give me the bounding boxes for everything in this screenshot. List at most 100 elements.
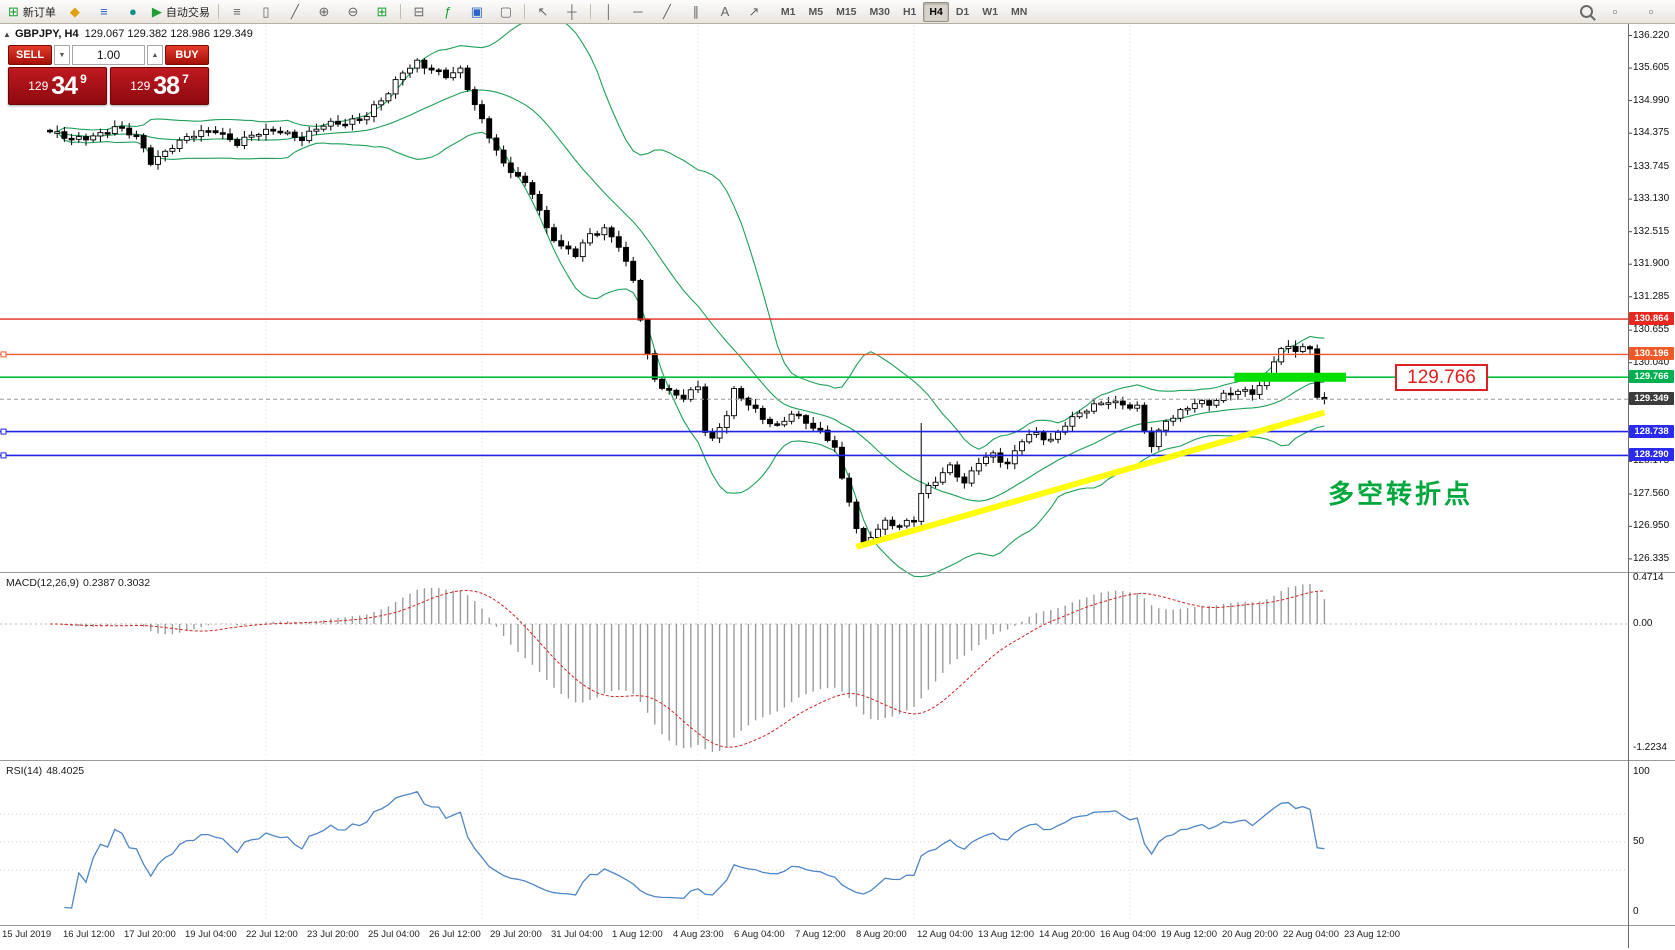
text-tool-button[interactable]: A [711, 1, 739, 23]
buy-price-prefix: 129 [130, 79, 151, 93]
sell-price-big: 34 [51, 71, 78, 100]
price-tick: 133.130 [1633, 193, 1670, 205]
time-axis-label: 1 Aug 12:00 [612, 929, 663, 940]
time-axis-label: 6 Aug 04:00 [734, 929, 785, 940]
window-button-2[interactable]: ▫ [1637, 1, 1665, 23]
sell-button[interactable]: SELL [8, 45, 52, 65]
panel-separator[interactable] [0, 760, 1675, 761]
zoom-out-icon: ⊖ [347, 4, 359, 19]
templates-icon: ▢ [499, 4, 513, 19]
timeframe-h1[interactable]: H1 [902, 5, 917, 18]
time-axis-label: 26 Jul 12:00 [429, 929, 481, 940]
tile-windows-button[interactable]: ⊞ [368, 1, 396, 23]
toolbar-separator [589, 4, 591, 19]
crosshair-button[interactable]: ┼ [558, 1, 586, 23]
price-tick: 130.040 [1633, 356, 1670, 368]
main-toolbar: ⊞ 新订单 ◆ ≡ ● ▶ 自动交易 ≡ ▯ ╱ ⊕ ⊖ ⊞ ⊟ ƒ ▣ ▢ ↖… [0, 0, 1675, 24]
channel-button[interactable]: ∥ [682, 1, 710, 23]
zoom-in-button[interactable]: ⊕ [310, 1, 338, 23]
timeframe-m15[interactable]: M15 [836, 5, 857, 18]
buy-price-box[interactable]: 129 38 7 [110, 67, 209, 105]
arrows-tool-icon: ↗ [748, 4, 760, 19]
time-axis-label: 14 Aug 20:00 [1039, 929, 1095, 940]
timeframe-m1[interactable]: M1 [780, 5, 796, 18]
timeframe-mn[interactable]: MN [1011, 5, 1028, 18]
buy-price-big: 38 [153, 71, 180, 100]
price-chart-layer [0, 14, 1628, 578]
window-button-1[interactable]: ▫ [1601, 1, 1629, 23]
time-axis-label: 20 Aug 20:00 [1222, 929, 1278, 940]
tip-button[interactable]: ◆ [61, 1, 89, 23]
search-icon[interactable] [1580, 5, 1593, 18]
time-axis-label: 13 Aug 12:00 [978, 929, 1034, 940]
time-axis-label: 4 Aug 23:00 [673, 929, 724, 940]
candle-chart-button[interactable]: ▯ [252, 1, 280, 23]
timeframe-w1[interactable]: W1 [982, 5, 999, 18]
cursor-button[interactable]: ↖ [529, 1, 557, 23]
arrows-tool-button[interactable]: ↗ [740, 1, 768, 23]
chart-window-button[interactable]: ≡ [90, 1, 118, 23]
horizontal-line-button[interactable]: ─ [624, 1, 652, 23]
cursor-icon: ↖ [537, 4, 549, 19]
price-callout-box[interactable]: 129.766 [1395, 364, 1488, 391]
turning-point-label[interactable]: 多空转折点 [1328, 479, 1474, 509]
collapse-quote-icon[interactable]: ▲ [3, 30, 11, 39]
ohlc-values: 129.067 129.382 128.986 129.349 [84, 28, 253, 40]
bar-chart-icon: ≡ [233, 4, 241, 19]
rsi-label: RSI(14) 48.4025 [6, 765, 84, 777]
rsi-axis-value: 0 [1633, 906, 1639, 917]
lot-increase-button[interactable]: ▲ [147, 45, 163, 65]
price-level-tag: 128.738 [1629, 424, 1674, 438]
panel-separator[interactable] [0, 572, 1675, 573]
price-level-tag: 128.290 [1629, 448, 1674, 462]
arrange-button[interactable]: ⊟ [405, 1, 433, 23]
time-axis-label: 12 Aug 04:00 [917, 929, 973, 940]
crosshair-icon: ┼ [567, 4, 577, 19]
periods-button[interactable]: ▣ [463, 1, 491, 23]
price-tick: 127.560 [1633, 488, 1670, 499]
time-axis-label: 8 Aug 20:00 [856, 929, 907, 940]
time-axis-label: 23 Jul 20:00 [307, 929, 359, 940]
trend-line-button[interactable]: ╱ [653, 1, 681, 23]
price-level-tag: 130.864 [1629, 312, 1674, 326]
buy-button[interactable]: BUY [165, 45, 209, 65]
time-axis-label: 31 Jul 04:00 [551, 929, 603, 940]
play-icon: ▶ [151, 4, 162, 19]
time-axis-label: 19 Aug 12:00 [1161, 929, 1217, 940]
indicators-button[interactable]: ƒ [434, 1, 462, 23]
zoom-out-button[interactable]: ⊖ [339, 1, 367, 23]
sell-price-box[interactable]: 129 34 9 [8, 67, 107, 105]
lot-decrease-button[interactable]: ▼ [54, 45, 70, 65]
price-tick: 132.515 [1633, 225, 1670, 237]
templates-button[interactable]: ▢ [492, 1, 520, 23]
time-axis-label: 29 Jul 20:00 [490, 929, 542, 940]
timeframe-d1[interactable]: D1 [955, 5, 970, 18]
tile-windows-icon: ⊞ [376, 4, 388, 19]
time-axis-label: 19 Jul 04:00 [185, 929, 237, 940]
toolbar-right: ▫ ▫ [1580, 1, 1671, 23]
auto-trading-button[interactable]: ▶ 自动交易 [148, 1, 214, 23]
price-tick: 134.375 [1633, 127, 1670, 139]
line-chart-button[interactable]: ╱ [281, 1, 309, 23]
timeframe-m5[interactable]: M5 [808, 5, 824, 18]
symbol-ohlc-bar: GBPJPY, H4 129.067 129.382 128.986 129.34… [15, 28, 253, 40]
lot-size-input[interactable]: 1.00 [72, 45, 145, 65]
panel-separator [0, 925, 1675, 926]
new-order-button[interactable]: ⊞ 新订单 [4, 1, 60, 23]
timeframe-h4[interactable]: H4 [923, 1, 949, 22]
vertical-line-button[interactable]: │ [595, 1, 623, 23]
line-chart-icon: ╱ [290, 4, 299, 19]
price-tick: 134.990 [1633, 94, 1670, 106]
bar-chart-button[interactable]: ≡ [223, 1, 251, 23]
community-button[interactable]: ● [119, 1, 147, 23]
price-tick: 131.285 [1633, 290, 1670, 302]
timeframe-m30[interactable]: M30 [869, 5, 890, 18]
macd-label: MACD(12,26,9) 0.2387 0.3032 [6, 577, 150, 589]
time-axis-label: 23 Aug 12:00 [1344, 929, 1400, 940]
zoom-in-icon: ⊕ [318, 4, 330, 19]
auto-trading-label: 自动交易 [165, 6, 210, 19]
time-axis-label: 25 Jul 04:00 [368, 929, 420, 940]
time-axis-label: 7 Aug 12:00 [795, 929, 846, 940]
price-tick: 133.745 [1633, 160, 1670, 172]
